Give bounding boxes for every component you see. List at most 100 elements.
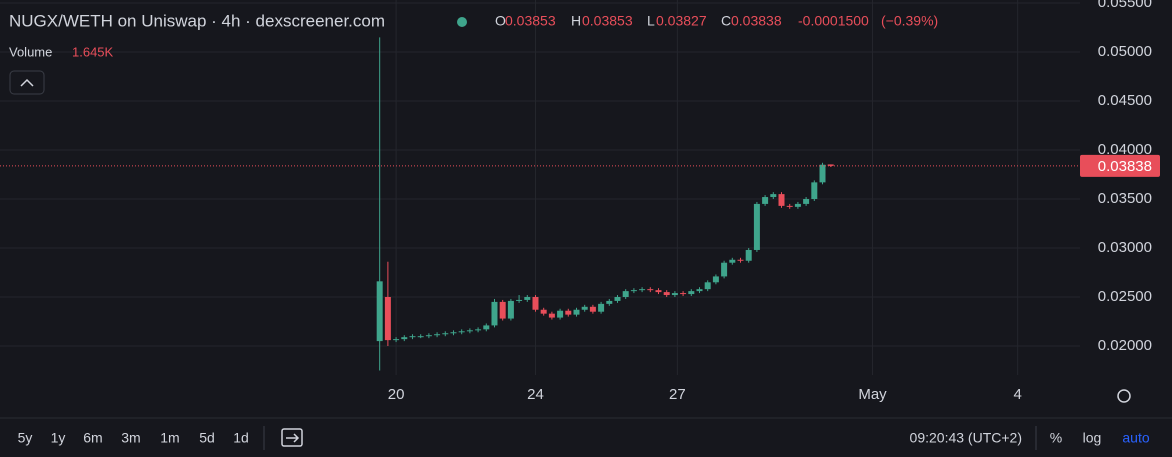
legend-change-percent: (−0.39%) <box>881 13 938 29</box>
candle-body <box>573 309 580 315</box>
volume-label: Volume <box>9 44 52 59</box>
legend-value: 0.03827 <box>656 13 707 29</box>
ohlc-legend: O 0.03853 H 0.03853 L 0.03827 C 0.03838 … <box>495 13 938 29</box>
candle-body <box>606 300 613 304</box>
legend-key: O <box>495 13 506 29</box>
candle-body <box>803 199 810 204</box>
candle-body <box>401 337 408 340</box>
y-tick-label: 0.02500 <box>1098 288 1152 305</box>
candle-body <box>639 289 646 291</box>
legend-value: 0.03838 <box>731 13 782 29</box>
icon-frame <box>281 428 303 447</box>
candle-body <box>581 306 588 310</box>
collapse-button[interactable] <box>9 70 45 95</box>
candle-body <box>794 203 801 207</box>
volume-value: 1.645K <box>72 44 114 59</box>
legend-key: H <box>571 13 581 29</box>
candle-body <box>696 289 703 292</box>
candle-body <box>442 333 449 335</box>
range-button[interactable]: 1y <box>51 430 66 446</box>
candle-body <box>393 339 400 341</box>
candle-body <box>565 310 572 315</box>
candle-body <box>737 259 744 261</box>
candle-body <box>770 194 777 198</box>
candle-body <box>499 301 506 319</box>
candle-body <box>425 335 432 337</box>
chart-title: NUGX/WETH on Uniswap · 4h · dexscreener.… <box>9 11 385 30</box>
candle-body <box>450 332 457 334</box>
range-button[interactable]: 1d <box>233 430 249 446</box>
candle-body <box>557 310 564 318</box>
candle-body <box>475 329 482 331</box>
legend-change: -0.0001500 <box>798 13 869 29</box>
candle-body <box>491 301 498 326</box>
candle-body <box>786 205 793 207</box>
candle-body <box>507 300 514 319</box>
candle-body <box>819 164 826 183</box>
y-tick-label: 0.04500 <box>1098 92 1152 109</box>
candle-body <box>384 297 391 341</box>
candle-body <box>704 282 711 290</box>
legend-key: C <box>721 13 731 29</box>
candle-body <box>434 334 441 336</box>
candle-body <box>466 330 473 332</box>
candle-body <box>417 336 424 338</box>
candle-body <box>376 281 383 342</box>
candle-body <box>409 336 416 338</box>
candle-body <box>483 325 490 330</box>
option-button[interactable]: auto <box>1122 430 1149 446</box>
range-button[interactable]: 5y <box>18 430 33 446</box>
icon-arrow <box>286 433 300 443</box>
candle-body <box>688 291 695 295</box>
y-tick-label: 0.02000 <box>1098 337 1152 354</box>
candle-body <box>721 262 728 277</box>
legend-key: L <box>647 13 655 29</box>
x-tick-label: May <box>858 386 887 403</box>
candle-body <box>647 289 654 291</box>
candle-body <box>655 290 662 293</box>
candle-body <box>540 309 547 314</box>
candle-body <box>663 292 670 296</box>
x-tick-label: 24 <box>527 386 544 403</box>
range-button[interactable]: 3m <box>121 430 140 446</box>
settings-icon[interactable] <box>1117 389 1131 403</box>
candle-body <box>630 290 637 292</box>
candle-body <box>548 313 555 318</box>
y-tick-label: 0.05000 <box>1098 43 1152 60</box>
candle-body <box>827 164 834 166</box>
price-tag <box>1080 154 1160 177</box>
candle-body <box>753 203 760 250</box>
candle-body <box>532 297 539 310</box>
y-tick-label: 0.03500 <box>1098 190 1152 207</box>
x-tick-label: 20 <box>388 386 405 403</box>
candles <box>376 37 834 371</box>
range-button[interactable]: 5d <box>199 430 215 446</box>
candle-body <box>516 299 523 301</box>
candle-body <box>778 194 785 206</box>
y-tick-label: 0.03000 <box>1098 239 1152 256</box>
candle-body <box>622 291 629 298</box>
x-tick-label: 27 <box>669 386 686 403</box>
candle-body <box>589 306 596 312</box>
grid <box>0 0 1080 375</box>
candle-body <box>745 249 752 261</box>
candle-body <box>762 197 769 204</box>
x-tick-label: 4 <box>1014 386 1022 403</box>
clock: 09:20:43 (UTC+2) <box>910 430 1022 446</box>
range-button[interactable]: 1m <box>160 430 179 446</box>
option-button[interactable]: log <box>1083 430 1102 446</box>
price-tag-label: 0.03838 <box>1098 158 1152 175</box>
candle-body <box>729 259 736 263</box>
range-button[interactable]: 6m <box>83 430 102 446</box>
candle-body <box>671 293 678 296</box>
candle-body <box>811 182 818 200</box>
option-button[interactable]: % <box>1050 430 1062 446</box>
candle-body <box>680 293 687 295</box>
toolbar: 5y 1y 6m 3m 1m 5d 1d 09:20:43 (UTC+2)% log auto <box>18 430 1150 446</box>
candle-body <box>524 297 531 300</box>
compare-icon[interactable] <box>281 428 303 447</box>
legend-value: 0.03853 <box>582 13 633 29</box>
